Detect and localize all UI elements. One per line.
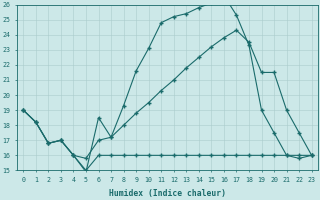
X-axis label: Humidex (Indice chaleur): Humidex (Indice chaleur) [109, 189, 226, 198]
